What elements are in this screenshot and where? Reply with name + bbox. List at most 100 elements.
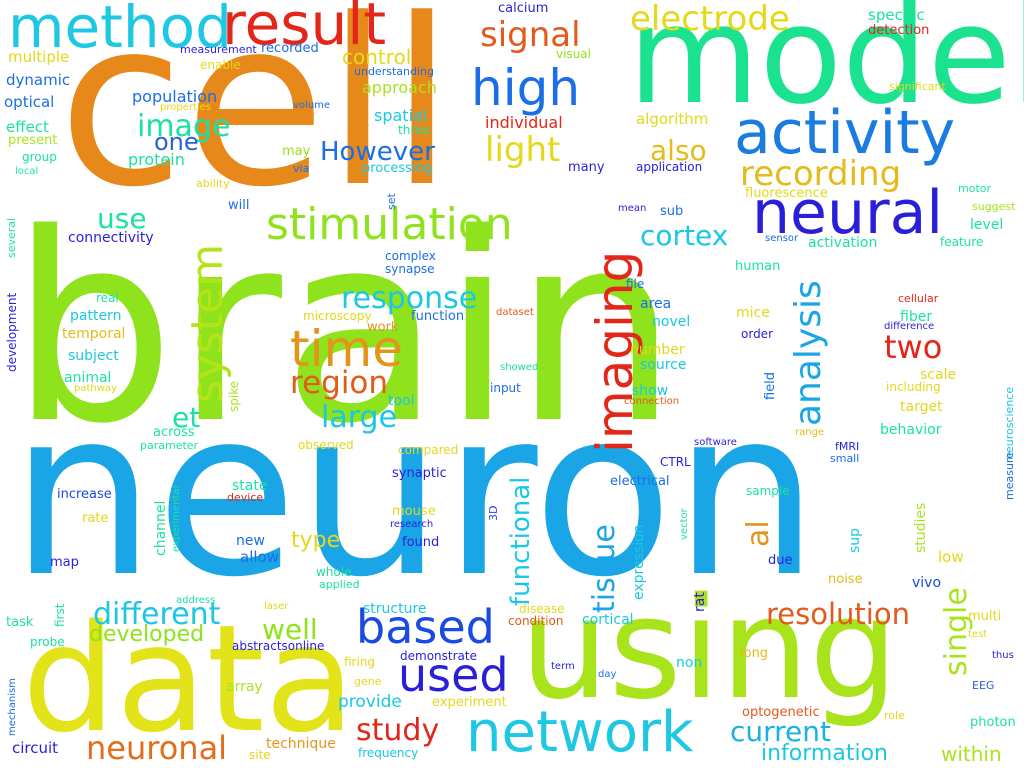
word: significant bbox=[889, 80, 946, 93]
word: disease bbox=[519, 602, 565, 616]
word: activity bbox=[734, 98, 956, 168]
word: range bbox=[795, 427, 825, 438]
word: CTRL bbox=[660, 455, 691, 469]
word: current bbox=[730, 715, 832, 748]
word: present bbox=[8, 133, 58, 148]
word: long bbox=[740, 646, 769, 661]
word: will bbox=[228, 198, 250, 213]
word: 3D bbox=[487, 505, 500, 521]
word: using bbox=[520, 568, 899, 731]
word: research bbox=[390, 519, 434, 530]
word: spatial bbox=[374, 106, 428, 125]
word: software bbox=[694, 437, 737, 448]
word: increase bbox=[57, 487, 112, 502]
word: rate bbox=[82, 511, 109, 526]
word: neuroscience bbox=[1003, 386, 1016, 460]
word: new bbox=[236, 533, 265, 549]
word: fiber bbox=[900, 309, 933, 325]
word: day bbox=[598, 669, 617, 680]
word: tool bbox=[388, 393, 415, 409]
word: brain bbox=[10, 179, 679, 481]
word: parameter bbox=[140, 439, 199, 452]
word: multiple bbox=[8, 48, 70, 66]
word: studies bbox=[913, 502, 929, 553]
word: abstractsonline bbox=[232, 639, 325, 653]
word: structure bbox=[363, 601, 427, 617]
word: method bbox=[8, 0, 232, 61]
word: cell bbox=[58, 0, 454, 238]
word: state bbox=[232, 478, 268, 494]
word: site bbox=[249, 748, 271, 762]
word: address bbox=[176, 595, 216, 606]
word: thus bbox=[992, 650, 1014, 661]
word: one bbox=[154, 128, 199, 156]
word: area bbox=[640, 296, 672, 312]
word: feature bbox=[940, 235, 984, 249]
word: signal bbox=[480, 15, 581, 55]
word: suggest bbox=[972, 200, 1016, 213]
word: measurement bbox=[180, 43, 257, 56]
word: application bbox=[636, 160, 703, 174]
word: dynamic bbox=[6, 71, 71, 89]
word: dataset bbox=[496, 307, 534, 318]
word: sample bbox=[746, 484, 790, 498]
word: calcium bbox=[498, 1, 549, 16]
word: mouse bbox=[392, 504, 436, 519]
word: synaptic bbox=[392, 466, 447, 481]
word: individual bbox=[485, 113, 563, 132]
word: image bbox=[137, 109, 231, 144]
word: source bbox=[640, 357, 687, 373]
word: cortex bbox=[640, 219, 729, 252]
word: response bbox=[341, 281, 478, 316]
word: noise bbox=[828, 572, 863, 587]
word: study bbox=[356, 713, 440, 748]
word: three bbox=[398, 123, 430, 137]
word: neural bbox=[752, 178, 944, 248]
word: fluorescence bbox=[745, 186, 828, 201]
word: visual bbox=[556, 47, 591, 61]
word: sup bbox=[847, 527, 863, 553]
word: level bbox=[970, 217, 1004, 233]
word: pattern bbox=[70, 308, 122, 324]
word: data bbox=[22, 593, 356, 765]
word: first bbox=[53, 603, 67, 627]
word: expression bbox=[631, 524, 647, 600]
word: input bbox=[490, 381, 521, 395]
word: compared bbox=[398, 443, 459, 457]
word: animal bbox=[64, 370, 112, 386]
word: real bbox=[96, 291, 119, 305]
word: population bbox=[132, 87, 218, 106]
word: multi bbox=[968, 609, 1002, 624]
word: number bbox=[630, 342, 685, 358]
word: set bbox=[385, 193, 398, 210]
word: array bbox=[226, 679, 263, 695]
word: device bbox=[227, 491, 264, 504]
word: understanding bbox=[354, 65, 434, 78]
word: system bbox=[182, 243, 233, 403]
word: analysis bbox=[788, 280, 829, 426]
word: light bbox=[485, 130, 561, 170]
word: task bbox=[6, 615, 34, 630]
word: cellular bbox=[898, 292, 939, 305]
word: neuron bbox=[10, 361, 820, 628]
word: difference bbox=[884, 321, 935, 332]
word: work bbox=[367, 320, 399, 335]
word: complex bbox=[385, 249, 436, 263]
word: high bbox=[471, 59, 581, 117]
word: time bbox=[290, 320, 403, 378]
word: also bbox=[650, 134, 707, 167]
word: enable bbox=[200, 58, 241, 72]
word: found bbox=[402, 535, 440, 550]
word: et bbox=[172, 401, 201, 434]
word: two bbox=[884, 328, 943, 366]
word: synapse bbox=[385, 262, 435, 276]
word: non bbox=[676, 655, 703, 671]
word: term bbox=[551, 661, 575, 672]
word: protein bbox=[128, 150, 185, 169]
word: may bbox=[282, 144, 311, 159]
word: field bbox=[763, 371, 778, 400]
word: measure bbox=[1003, 452, 1016, 500]
word: function bbox=[411, 309, 465, 324]
word: showed bbox=[500, 362, 539, 373]
